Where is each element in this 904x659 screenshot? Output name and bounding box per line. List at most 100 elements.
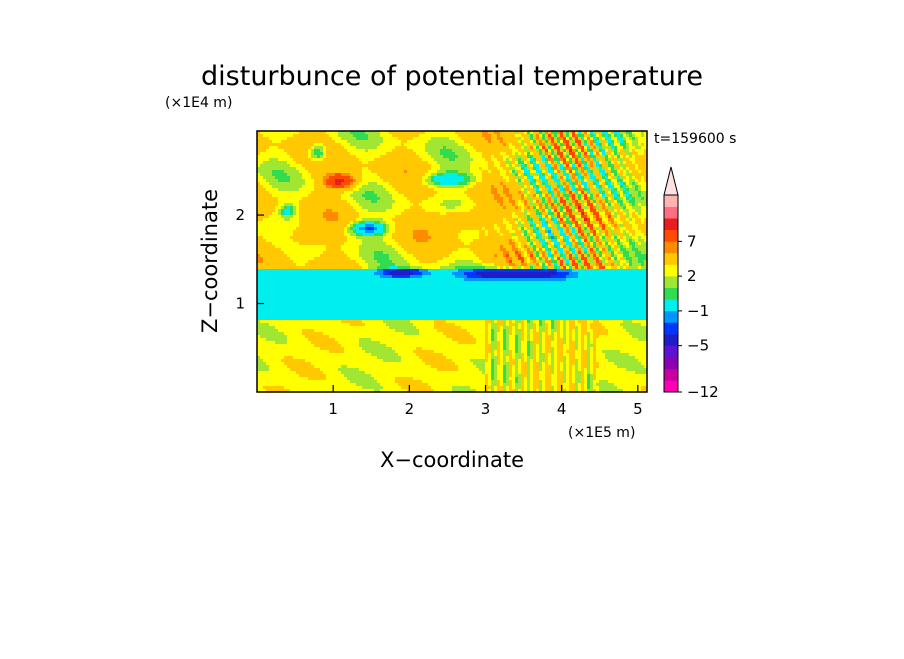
contour-cell	[371, 140, 375, 144]
contour-cell	[632, 146, 636, 150]
contour-cell	[425, 176, 429, 180]
contour-cell	[311, 242, 315, 246]
contour-cell	[428, 227, 432, 231]
contour-cell	[608, 137, 612, 141]
contour-cell	[533, 206, 537, 210]
contour-cell	[623, 194, 627, 198]
contour-cell	[305, 170, 309, 174]
contour-cell	[467, 143, 471, 147]
contour-cell	[527, 224, 531, 228]
contour-cell	[443, 236, 447, 240]
contour-cell	[377, 200, 381, 204]
contour-cell	[620, 152, 624, 156]
contour-cell	[611, 185, 615, 189]
contour-cell	[620, 206, 624, 210]
contour-cell	[575, 194, 579, 198]
contour-cell	[470, 131, 474, 135]
contour-cell	[278, 131, 282, 135]
contour-cell	[407, 218, 411, 222]
contour-cell	[293, 242, 297, 246]
contour-cell	[260, 140, 264, 144]
contour-cell	[545, 179, 549, 183]
contour-cell	[323, 200, 327, 204]
contour-cell	[272, 188, 276, 192]
contour-cell	[635, 179, 639, 183]
contour-cell	[263, 149, 267, 153]
contour-cell	[638, 182, 642, 186]
contour-cell	[482, 143, 486, 147]
contour-cell	[425, 146, 429, 150]
contour-cell	[398, 143, 402, 147]
contour-cell	[275, 179, 279, 183]
contour-cell	[437, 209, 441, 213]
contour-cell	[281, 182, 285, 186]
contour-cell	[293, 137, 297, 141]
contour-cell	[374, 161, 378, 165]
contour-cell	[449, 179, 453, 183]
contour-cell	[473, 209, 477, 213]
contour-cell	[578, 227, 582, 231]
contour-cell	[644, 161, 647, 165]
contour-cell	[575, 167, 579, 171]
contour-cell	[539, 182, 543, 186]
contour-cell	[443, 170, 447, 174]
contour-cell	[476, 167, 480, 171]
contour-cell	[443, 131, 447, 135]
contour-cell	[572, 167, 576, 171]
contour-cell	[551, 191, 555, 195]
contour-cell	[407, 140, 411, 144]
contour-cell	[347, 185, 351, 189]
contour-cell	[284, 131, 288, 135]
contour-cell	[260, 242, 264, 246]
contour-cell	[329, 182, 333, 186]
contour-cell	[584, 194, 588, 198]
contour-cell	[287, 131, 291, 135]
contour-cell	[551, 200, 555, 204]
contour-cell	[332, 203, 336, 207]
contour-cell	[614, 197, 618, 201]
contour-cell	[503, 215, 507, 219]
contour-cell	[371, 158, 375, 162]
contour-cell	[419, 134, 423, 138]
contour-cell	[299, 236, 303, 240]
contour-cell	[479, 146, 483, 150]
contour-cell	[581, 224, 585, 228]
contour-cell	[386, 221, 390, 225]
contour-cell	[620, 185, 624, 189]
contour-cell	[623, 200, 627, 204]
contour-cell	[596, 164, 600, 168]
contour-cell	[389, 206, 393, 210]
contour-cell	[422, 185, 426, 189]
contour-cell	[533, 149, 537, 153]
contour-cell	[620, 182, 624, 186]
contour-cell	[557, 242, 561, 246]
contour-cell	[371, 221, 375, 225]
contour-cell	[626, 185, 630, 189]
contour-cell	[557, 230, 561, 234]
contour-cell	[431, 194, 435, 198]
contour-cell	[458, 140, 462, 144]
contour-cell	[521, 200, 525, 204]
contour-cell	[275, 203, 279, 207]
contour-cell	[509, 167, 513, 171]
contour-cell	[554, 242, 558, 246]
contour-cell	[434, 164, 438, 168]
contour-cell	[635, 218, 639, 222]
contour-cell	[332, 200, 336, 204]
contour-cell	[323, 173, 327, 177]
contour-cell	[572, 206, 576, 210]
contour-cell	[392, 170, 396, 174]
contour-cell	[305, 182, 309, 186]
contour-cell	[500, 185, 504, 189]
contour-cell	[443, 215, 447, 219]
contour-cell	[494, 218, 498, 222]
contour-cell	[434, 161, 438, 165]
contour-cell	[431, 155, 435, 159]
contour-cell	[596, 236, 600, 240]
contour-row	[257, 137, 647, 141]
contour-cell	[461, 182, 465, 186]
contour-cell	[509, 134, 513, 138]
contour-cell	[344, 191, 348, 195]
contour-cell	[434, 158, 438, 162]
contour-cell	[623, 155, 627, 159]
